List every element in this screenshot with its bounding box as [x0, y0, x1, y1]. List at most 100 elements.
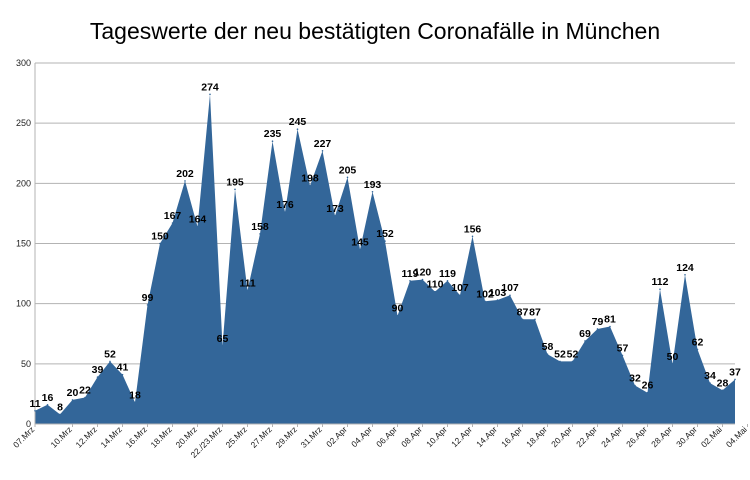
y-tick-label: 250	[16, 118, 31, 128]
data-label: 202	[176, 168, 194, 180]
data-label: 28	[717, 377, 729, 389]
data-label: 79	[592, 316, 604, 328]
data-label: 37	[729, 366, 741, 378]
data-label: 245	[289, 116, 307, 128]
x-tick-label: 16.Mrz	[123, 424, 148, 449]
data-label: 11	[29, 398, 40, 410]
chart-title: Tageswerte der neu bestätigten Coronafäl…	[89, 18, 661, 44]
x-tick-label: 18.Mrz	[148, 424, 173, 449]
data-point	[584, 340, 586, 342]
data-point	[246, 289, 249, 292]
data-point	[546, 353, 549, 356]
x-tick-label: 14.Apr	[474, 424, 499, 449]
data-label: 195	[226, 176, 244, 188]
data-label: 22	[79, 385, 91, 397]
data-point	[496, 299, 499, 301]
data-label: 18	[129, 389, 141, 401]
data-label: 193	[364, 179, 382, 191]
data-point	[284, 211, 286, 214]
data-label: 87	[517, 306, 529, 318]
data-point	[46, 403, 49, 406]
data-label: 90	[392, 303, 404, 315]
data-point	[84, 396, 86, 399]
data-label: 145	[351, 237, 369, 249]
data-point	[146, 304, 149, 306]
data-label: 52	[554, 348, 566, 360]
data-point	[71, 399, 74, 401]
area-series	[35, 94, 735, 424]
y-tick-label: 200	[16, 178, 31, 188]
x-tick-label: 27.Mrz	[248, 424, 273, 449]
data-point	[696, 348, 699, 351]
data-label: 20	[67, 387, 79, 399]
data-point	[359, 248, 361, 251]
data-label: 102	[476, 288, 494, 300]
data-point	[559, 360, 561, 363]
data-label: 119	[439, 268, 456, 280]
x-tick-label: 30.Apr	[674, 424, 699, 449]
data-label: 52	[104, 348, 116, 360]
data-label: 103	[489, 287, 507, 299]
data-point	[659, 288, 661, 291]
data-label: 41	[117, 362, 129, 374]
data-point	[34, 409, 36, 412]
data-label: 235	[264, 128, 282, 140]
data-label: 112	[652, 276, 669, 288]
data-label: 87	[529, 306, 541, 318]
x-tick-label: 31.Mrz	[298, 424, 323, 449]
data-point	[396, 314, 399, 317]
data-label: 81	[604, 314, 616, 326]
data-point	[296, 128, 299, 130]
x-tick-label: 16.Apr	[499, 424, 524, 449]
data-point	[159, 242, 161, 245]
data-label: 34	[704, 370, 716, 382]
x-tick-label: 22.Apr	[574, 424, 599, 449]
data-point	[96, 376, 99, 378]
x-tick-label: 14.Mrz	[98, 424, 123, 449]
data-label: 173	[326, 203, 344, 215]
data-point	[459, 294, 461, 297]
data-label: 52	[567, 348, 579, 360]
x-tick-label: 29.Mrz	[273, 424, 298, 449]
data-label: 158	[251, 221, 269, 233]
data-point	[434, 290, 436, 293]
x-tick-label: 24.Apr	[599, 424, 624, 449]
x-tick-label: 10.Mrz	[48, 424, 73, 449]
data-label: 164	[189, 214, 207, 226]
data-point	[446, 280, 449, 282]
data-label: 167	[164, 210, 182, 222]
x-tick-label: 07.Mrz	[11, 424, 36, 449]
data-point	[521, 318, 524, 321]
x-tick-label: 26.Apr	[624, 424, 649, 449]
x-tick-label: 04.Apr	[349, 424, 374, 449]
data-label: 176	[276, 199, 294, 211]
data-point	[209, 93, 211, 96]
y-tick-label: 150	[16, 239, 31, 249]
data-label: 39	[92, 364, 104, 376]
data-label: 124	[676, 262, 694, 274]
data-point	[684, 273, 686, 276]
data-point	[734, 378, 736, 381]
data-label: 150	[151, 231, 169, 243]
x-tick-label: 10.Apr	[424, 424, 449, 449]
data-label: 99	[142, 292, 154, 304]
data-label: 156	[464, 223, 482, 235]
data-label: 198	[301, 173, 319, 185]
data-label: 152	[376, 228, 394, 240]
data-label: 205	[339, 164, 357, 176]
data-label: 119	[402, 268, 419, 280]
data-point	[121, 373, 124, 376]
data-point	[271, 140, 274, 143]
data-point	[346, 176, 349, 179]
x-tick-label: 06.Apr	[374, 424, 399, 449]
x-tick-label: 02.Apr	[324, 424, 349, 449]
data-label: 111	[239, 277, 256, 289]
x-tick-label: 02.Mai	[699, 424, 724, 449]
data-point	[484, 300, 486, 303]
data-point	[596, 328, 599, 330]
data-label: 110	[427, 279, 444, 291]
data-point	[409, 280, 411, 282]
y-tick-label: 0	[26, 419, 31, 429]
data-label: 58	[542, 341, 554, 353]
data-point	[471, 235, 474, 238]
